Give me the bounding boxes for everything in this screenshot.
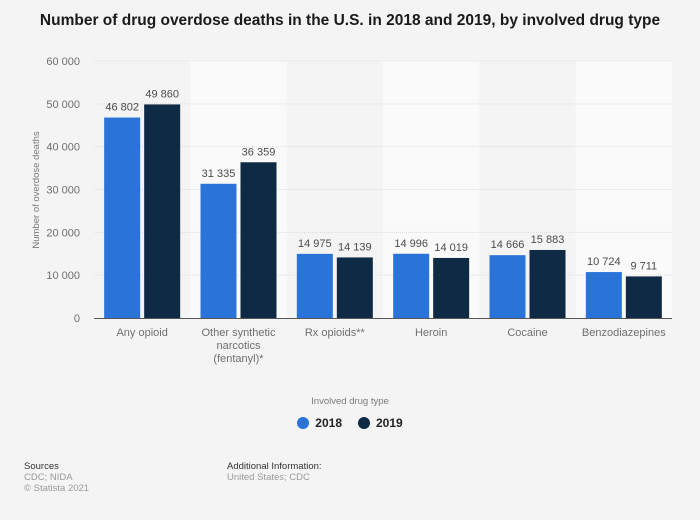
sources-text[interactable]: CDC; NIDA: [24, 472, 73, 483]
data-label-2019: 9 711: [630, 260, 657, 272]
gridlines: [94, 60, 672, 276]
bar-2019: [240, 162, 277, 318]
x-tick-label: Other synthetic: [202, 327, 276, 339]
data-label-2018: 31 335: [202, 168, 236, 180]
y-tick-label: 50 000: [46, 99, 80, 111]
bar-2019: [336, 257, 373, 318]
bars: [104, 104, 662, 318]
x-tick-label: Heroin: [415, 327, 447, 339]
bar-2019: [144, 104, 181, 318]
legend-marker-2018: [297, 417, 310, 429]
legend-item-2018[interactable]: 2018: [297, 416, 342, 430]
bar-chart: 0 10 000 20 000 30 000 40 000 50 000 60 000 46…: [31, 56, 672, 365]
x-axis-label: Involved drug type: [311, 396, 389, 407]
legend-label-2019: 2019: [376, 416, 403, 430]
data-label-2019: 14 139: [338, 241, 372, 253]
x-tick-label: Rx opioids**: [305, 327, 366, 339]
data-label-2018: 46 802: [105, 102, 139, 114]
legend: 2018 2019: [0, 416, 700, 430]
bar-2018: [585, 272, 622, 318]
bar-2018: [296, 253, 333, 318]
bar-2019: [433, 257, 470, 318]
data-label-2018: 14 996: [394, 238, 428, 250]
additional-info-title: Additional Information:: [227, 461, 322, 472]
data-label-2018: 14 975: [298, 238, 332, 250]
x-tick-label: Any opioid: [116, 327, 167, 339]
bar-2018: [489, 255, 526, 318]
chart-title: Number of drug overdose deaths in the U.…: [39, 12, 661, 29]
y-axis-label: Number of overdose deaths: [31, 131, 42, 248]
legend-item-2019[interactable]: 2019: [358, 416, 403, 430]
additional-info-text: United States; CDC: [227, 472, 310, 483]
y-tick-label: 20 000: [46, 227, 80, 239]
x-axis-categories: Any opioid Other syntheticnarcotics(fenta…: [116, 327, 666, 365]
bar-2018: [200, 183, 237, 318]
copyright-text: © Statista 2021: [24, 483, 90, 494]
bar-2019: [625, 276, 662, 318]
x-tick-label: Cocaine: [507, 327, 547, 339]
data-label-2019: 49 860: [145, 88, 179, 100]
data-label-2018: 14 666: [491, 239, 525, 251]
y-axis-ticks: 0 10 000 20 000 30 000 40 000 50 000 60 000: [46, 56, 80, 325]
data-label-2019: 15 883: [531, 234, 565, 246]
bar-2018: [393, 253, 430, 318]
y-tick-label: 0: [74, 313, 80, 325]
data-label-2019: 14 019: [434, 242, 468, 254]
bar-2019: [529, 249, 566, 318]
x-tick-label: (fentanyl)*: [213, 353, 264, 365]
legend-marker-2019: [358, 417, 370, 429]
y-tick-label: 30 000: [46, 185, 80, 197]
data-labels: 46 802 49 860 31 335 36 359 14 975 14 139 14 9…: [105, 88, 657, 272]
data-label-2018: 10 724: [587, 256, 621, 268]
sources-block: Sources CDC; NIDA © Statista 2021: [24, 461, 89, 494]
y-tick-label: 10 000: [46, 270, 80, 282]
y-tick-label: 60 000: [46, 56, 80, 68]
y-tick-label: 40 000: [46, 142, 80, 154]
bar-2018: [104, 117, 141, 318]
data-label-2019: 36 359: [242, 146, 276, 158]
x-tick-label: Benzodiazepines: [582, 327, 666, 339]
legend-label-2018: 2018: [315, 416, 342, 430]
x-tick-label: narcotics: [216, 340, 261, 352]
additional-info-block: Additional Information: United States; C…: [227, 461, 322, 483]
sources-title: Sources: [24, 461, 59, 472]
